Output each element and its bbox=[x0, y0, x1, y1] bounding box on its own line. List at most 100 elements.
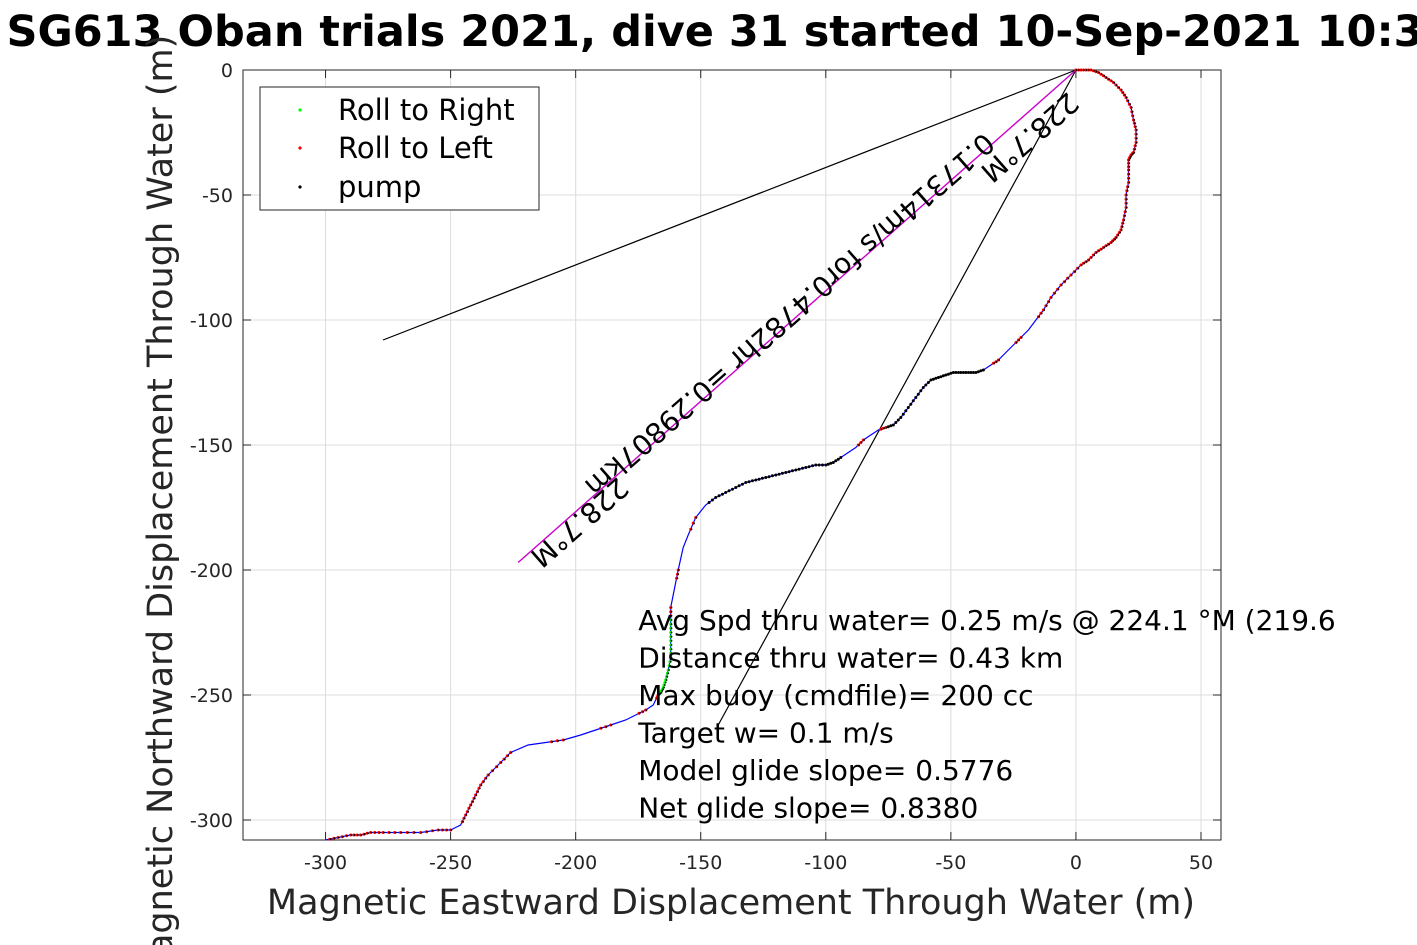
track-marker-pump-overlay bbox=[668, 669, 670, 671]
track-marker-pump bbox=[909, 402, 913, 406]
track-marker-pump-overlay bbox=[1054, 292, 1056, 295]
track-marker-pump bbox=[959, 371, 963, 374]
track-marker-pump-overlay bbox=[1119, 231, 1121, 234]
track-marker-pump-overlay bbox=[1127, 185, 1130, 188]
track-marker-pump-overlay bbox=[1125, 198, 1128, 201]
track-marker-pump-overlay bbox=[463, 817, 466, 820]
track-marker-pump bbox=[787, 470, 791, 474]
track-marker-pump bbox=[889, 424, 893, 428]
track-marker-pump-overlay bbox=[1128, 159, 1131, 161]
track-marker-pump-overlay bbox=[475, 794, 478, 796]
track-markers bbox=[328, 68, 1138, 841]
track-marker-pump-overlay bbox=[1120, 89, 1123, 91]
track-marker-pump bbox=[744, 481, 748, 484]
track-marker-pump-overlay bbox=[1134, 148, 1136, 151]
track-marker-pump-overlay bbox=[1114, 238, 1116, 241]
track-marker-pump-overlay bbox=[488, 774, 490, 776]
track-marker-pump-overlay bbox=[1048, 300, 1051, 303]
track-marker-pump-overlay bbox=[658, 694, 660, 696]
track-marker-pump-overlay bbox=[670, 614, 673, 617]
track-marker-pump bbox=[954, 371, 958, 374]
track-marker-pump bbox=[821, 463, 824, 467]
track-marker-pump bbox=[971, 371, 975, 374]
track-marker-pump-overlay bbox=[1112, 239, 1115, 242]
track-marker-pump-overlay bbox=[1015, 341, 1018, 344]
track-marker-pump bbox=[941, 374, 945, 378]
track-marker-pump-overlay bbox=[995, 360, 998, 363]
heading-annotation: 228.7°M bbox=[974, 86, 1085, 189]
track-marker-pump-overlay bbox=[1103, 246, 1106, 249]
track-marker-pump-overlay bbox=[363, 833, 366, 836]
track-marker-pump bbox=[899, 416, 903, 419]
track-marker-pump-overlay bbox=[329, 838, 332, 841]
track-marker-pump-overlay bbox=[1134, 122, 1136, 125]
track-marker-pump bbox=[724, 491, 728, 494]
x-tick-labels: -300 -250 -200 -150 -100 -50 0 50 bbox=[304, 852, 1213, 874]
track-marker-pump-overlay bbox=[1120, 229, 1123, 231]
track-marker-pump bbox=[951, 371, 955, 374]
track-marker-pump-overlay bbox=[1118, 86, 1121, 89]
track-marker-pump-overlay bbox=[1093, 254, 1096, 256]
track-marker-pump-overlay bbox=[1130, 106, 1133, 109]
wedge-line bbox=[717, 69, 1077, 726]
track-marker-pump bbox=[710, 498, 714, 502]
track-marker-pump-overlay bbox=[1125, 96, 1128, 99]
track-marker-pump-overlay bbox=[863, 439, 865, 441]
legend-box bbox=[259, 86, 540, 211]
track-marker-pump-overlay bbox=[551, 740, 554, 743]
track-marker-pump-overlay bbox=[388, 831, 391, 834]
track-marker-pump-overlay bbox=[1060, 284, 1063, 286]
track-marker-pump-overlay bbox=[510, 751, 513, 754]
track-marker-pump bbox=[964, 371, 968, 374]
legend-marker-pump bbox=[298, 185, 302, 189]
y-tick-label: -200 bbox=[190, 560, 233, 582]
track-marker-pump-overlay bbox=[350, 834, 353, 836]
grid bbox=[243, 69, 1221, 840]
x-tick-label: -100 bbox=[804, 852, 847, 874]
track-marker-pump-overlay bbox=[467, 810, 469, 813]
track-marker-pump-overlay bbox=[600, 727, 603, 730]
track-marker-pump bbox=[777, 472, 781, 476]
legend-marker-roll-left bbox=[298, 146, 302, 150]
heading-line bbox=[517, 69, 1077, 564]
track-marker-pump-overlay bbox=[1074, 270, 1076, 273]
track-marker-pump-overlay bbox=[669, 664, 671, 667]
track-marker-pump bbox=[949, 371, 953, 375]
track-marker-pump-overlay bbox=[1122, 222, 1125, 225]
track-marker-pump bbox=[767, 475, 771, 479]
track-marker-pump-overlay bbox=[656, 697, 659, 700]
track-marker-pump-overlay bbox=[1067, 277, 1070, 280]
track-marker-pump-overlay bbox=[883, 427, 885, 430]
track-marker-pump bbox=[956, 371, 960, 374]
track-marker-pump-overlay bbox=[450, 829, 453, 831]
track-marker-pump-overlay bbox=[413, 831, 416, 834]
legend: Roll to Right Roll to Left pump bbox=[259, 86, 540, 211]
track-marker-pump-overlay bbox=[860, 441, 863, 444]
track-marker-pump-overlay bbox=[557, 739, 559, 742]
x-tick-label: -150 bbox=[679, 852, 722, 874]
track-marker-pump-overlay bbox=[407, 831, 409, 834]
track-marker-pump bbox=[896, 418, 900, 422]
track-marker-pump bbox=[807, 465, 811, 469]
track-marker-pump-overlay bbox=[1133, 119, 1136, 121]
track-marker-pump bbox=[826, 462, 830, 466]
legend-marker-roll-right bbox=[298, 108, 302, 112]
track-marker-pump-overlay bbox=[1124, 94, 1126, 96]
chart-title: SG613 Oban trials 2021, dive 31 started … bbox=[6, 7, 1417, 57]
track-marker-pump bbox=[919, 389, 923, 393]
track-marker-pump-overlay bbox=[1098, 249, 1101, 252]
track-marker-pump-overlay bbox=[470, 804, 473, 806]
track-marker-pump bbox=[774, 473, 778, 477]
track-marker-pump-overlay bbox=[1129, 103, 1131, 106]
track-marker-pump bbox=[891, 423, 895, 427]
track-marker-pump-overlay bbox=[367, 832, 369, 835]
track-marker-pump-overlay bbox=[370, 831, 373, 834]
x-axis-label: Magnetic Eastward Displacement Through W… bbox=[267, 883, 1195, 923]
annotations: 228.7°M0.17314m/s for0.4782hr =0.29807km… bbox=[524, 86, 1085, 574]
info-line: Max buoy (cmdfile)= 200 cc bbox=[638, 679, 1033, 712]
track-marker-pump-overlay bbox=[1085, 260, 1088, 263]
track-marker-pump-overlay bbox=[1077, 267, 1080, 270]
track-marker-pump-overlay bbox=[1018, 339, 1021, 341]
info-line: Net glide slope= 0.8380 bbox=[638, 792, 978, 825]
track-marker-pump-overlay bbox=[465, 814, 468, 816]
